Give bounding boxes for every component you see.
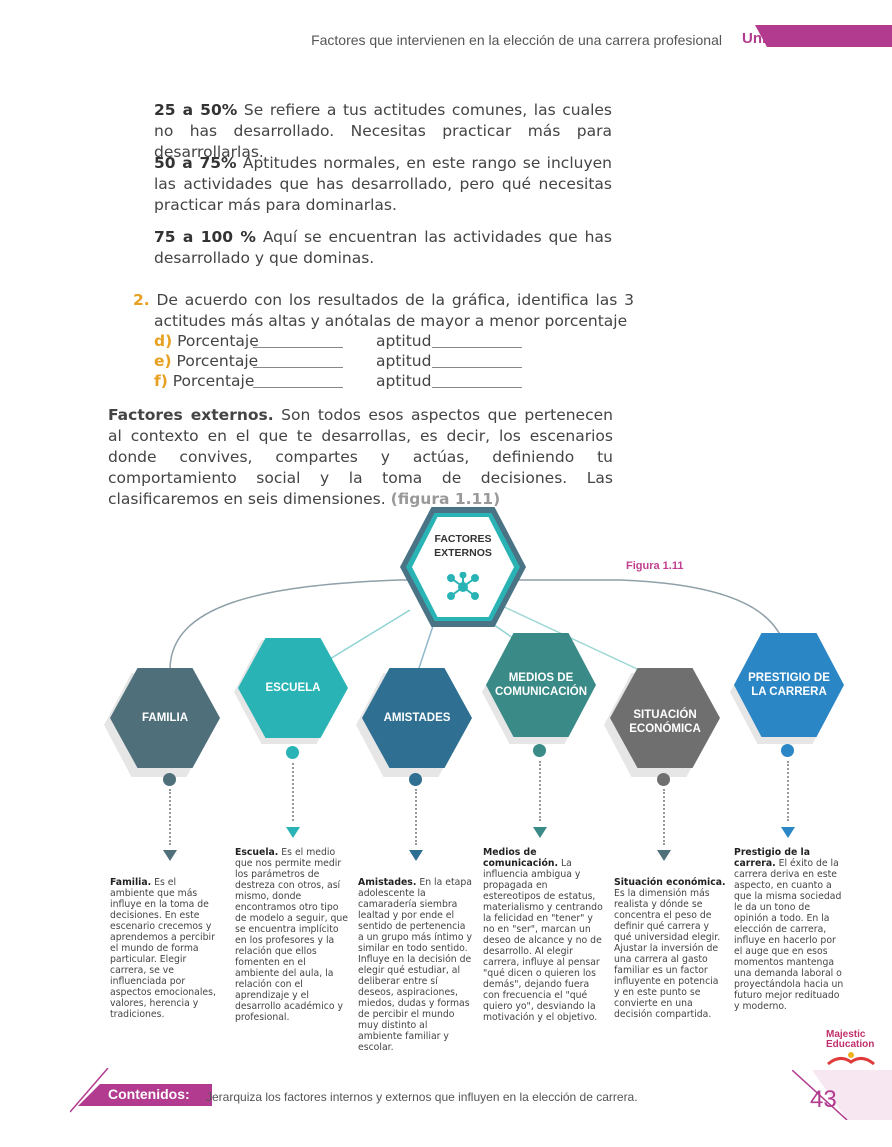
dotted-connector	[169, 789, 171, 845]
arrow-down-icon	[781, 827, 795, 838]
question-text: De acuerdo con los resultados de la gráf…	[154, 291, 634, 330]
hex-dot	[781, 744, 794, 757]
description-text: Es la dimensión más realista y dónde se …	[614, 888, 721, 1020]
header-unit-tab	[755, 25, 892, 47]
range-paragraph: 75 a 100 % Aquí se encuentran las activi…	[154, 227, 612, 269]
page-header-title: Factores que intervienen en la elección …	[311, 32, 722, 48]
footer-text: Jerarquiza los factores internos y exter…	[206, 1090, 638, 1104]
header-unit-label: Unidad 1.	[742, 30, 810, 47]
answer-blank[interactable]	[253, 332, 343, 348]
hex-familia: FAMILIA	[110, 668, 220, 768]
description-text: Es el medio que nos permite medir los pa…	[235, 847, 349, 1023]
figure-reference: (figura 1.11)	[390, 490, 501, 508]
arrow-down-icon	[533, 827, 547, 838]
page-number: 43	[810, 1086, 837, 1113]
range-text: Aptitudes normales, en este rango se inc…	[154, 154, 612, 214]
range-label: 75 a 100 %	[154, 228, 256, 246]
description-title: Situación económica.	[614, 877, 726, 888]
description-title: Medios de comunicación.	[483, 847, 559, 869]
aptitud-blank[interactable]	[432, 332, 522, 348]
description-prestigio: Prestigio de la carrera. El éxito de la …	[734, 847, 846, 1012]
description-amistades: Amistades. En la etapa adolescente la ca…	[358, 877, 473, 1053]
external-lead: Factores externos.	[108, 406, 274, 424]
external-factors-paragraph: Factores externos. Son todos esos aspect…	[108, 405, 613, 510]
footer-text-bg	[212, 1084, 632, 1106]
hex-dot	[657, 773, 670, 786]
arrow-down-icon	[409, 850, 423, 861]
range-paragraph: 50 a 75% Aptitudes normales, en este ran…	[154, 153, 612, 216]
hex-dot	[163, 773, 176, 786]
description-title: Amistades.	[358, 877, 417, 888]
connector-line	[319, 609, 411, 666]
description-situacion: Situación económica. Es la dimensión más…	[614, 877, 726, 1020]
hex-amistades: AMISTADES	[362, 668, 472, 768]
question-number: 2.	[133, 291, 150, 309]
footer-label: Contenidos:	[108, 1086, 190, 1102]
dotted-connector	[663, 789, 665, 845]
dotted-connector	[787, 761, 789, 821]
description-escuela: Escuela. Es el medio que nos permite med…	[235, 847, 349, 1023]
aptitud-blank[interactable]	[432, 352, 522, 368]
center-hex: FACTORES EXTERNOS	[412, 517, 514, 617]
aptitud-label: aptitud	[376, 372, 432, 390]
answer-letter: e)	[154, 352, 172, 370]
external-text: Son todos esos aspectos que pertenecen a…	[108, 406, 613, 508]
answer-row: f) Porcentaje	[154, 372, 254, 393]
range-label: 25 a 50%	[154, 101, 238, 119]
page-corner	[792, 1070, 892, 1120]
aptitud-label: aptitud	[376, 352, 432, 370]
description-text: En la etapa adolescente la camaradería s…	[358, 877, 473, 1053]
hex-dot	[533, 744, 546, 757]
answer-label: Porcentaje	[172, 372, 255, 390]
answer-blank[interactable]	[253, 372, 343, 388]
answer-label: Porcentaje	[177, 332, 259, 350]
dotted-connector	[292, 763, 294, 821]
answer-letter: d)	[154, 332, 173, 350]
description-medios: Medios de comunicación. La influencia am…	[483, 847, 603, 1023]
dotted-connector	[539, 761, 541, 821]
description-title: Escuela.	[235, 847, 279, 858]
hex-dot	[286, 746, 299, 759]
figure-caption: Figura 1.11	[626, 560, 684, 572]
range-label: 50 a 75%	[154, 154, 237, 172]
hex-escuela: ESCUELA	[238, 638, 348, 738]
logo-text-1: Majestic	[826, 1029, 866, 1040]
answer-blank[interactable]	[253, 352, 343, 368]
answer-row: e) Porcentaje	[154, 352, 258, 373]
range-text: Se refiere a tus actitudes comunes, las …	[154, 101, 613, 161]
connector-line	[499, 604, 651, 676]
description-text: Es el ambiente que más influye en la tom…	[110, 877, 216, 1020]
arrow-down-icon	[657, 850, 671, 861]
range-paragraph: 25 a 50% Se refiere a tus actitudes comu…	[154, 100, 612, 163]
answer-row: d) Porcentaje	[154, 332, 259, 353]
description-title: Prestigio de la carrera.	[734, 847, 810, 869]
aptitud-blank[interactable]	[432, 372, 522, 388]
logo-text-2: Education	[826, 1039, 875, 1050]
arrow-down-icon	[163, 850, 177, 861]
network-icon	[447, 572, 479, 600]
answer-label: Porcentaje	[176, 352, 259, 370]
aptitud-label: aptitud	[376, 332, 432, 350]
question-2: 2. De acuerdo con los resultados de la g…	[133, 290, 634, 332]
book-icon	[827, 1052, 875, 1066]
publisher-logo: Majestic Education	[826, 1030, 876, 1071]
description-familia: Familia. Es el ambiente que más influye …	[110, 877, 218, 1020]
center-label-1: FACTORES	[434, 533, 492, 545]
range-text: Aquí se encuentran las actividades que h…	[154, 228, 612, 267]
center-label-2: EXTERNOS	[434, 547, 492, 559]
external-factors-diagram: FACTORES EXTERNOS Figura 1.11 FAMILIA ES…	[60, 505, 892, 1065]
description-title: Familia.	[110, 877, 152, 888]
answer-letter: f)	[154, 372, 168, 390]
dotted-connector	[415, 789, 417, 845]
arrow-down-icon	[286, 827, 300, 838]
hex-dot	[409, 773, 422, 786]
description-text: El éxito de la carrera deriva en este as…	[734, 858, 844, 1012]
description-text: La influencia ambigua y propagada en est…	[483, 858, 603, 1023]
connector-arc	[169, 579, 789, 671]
